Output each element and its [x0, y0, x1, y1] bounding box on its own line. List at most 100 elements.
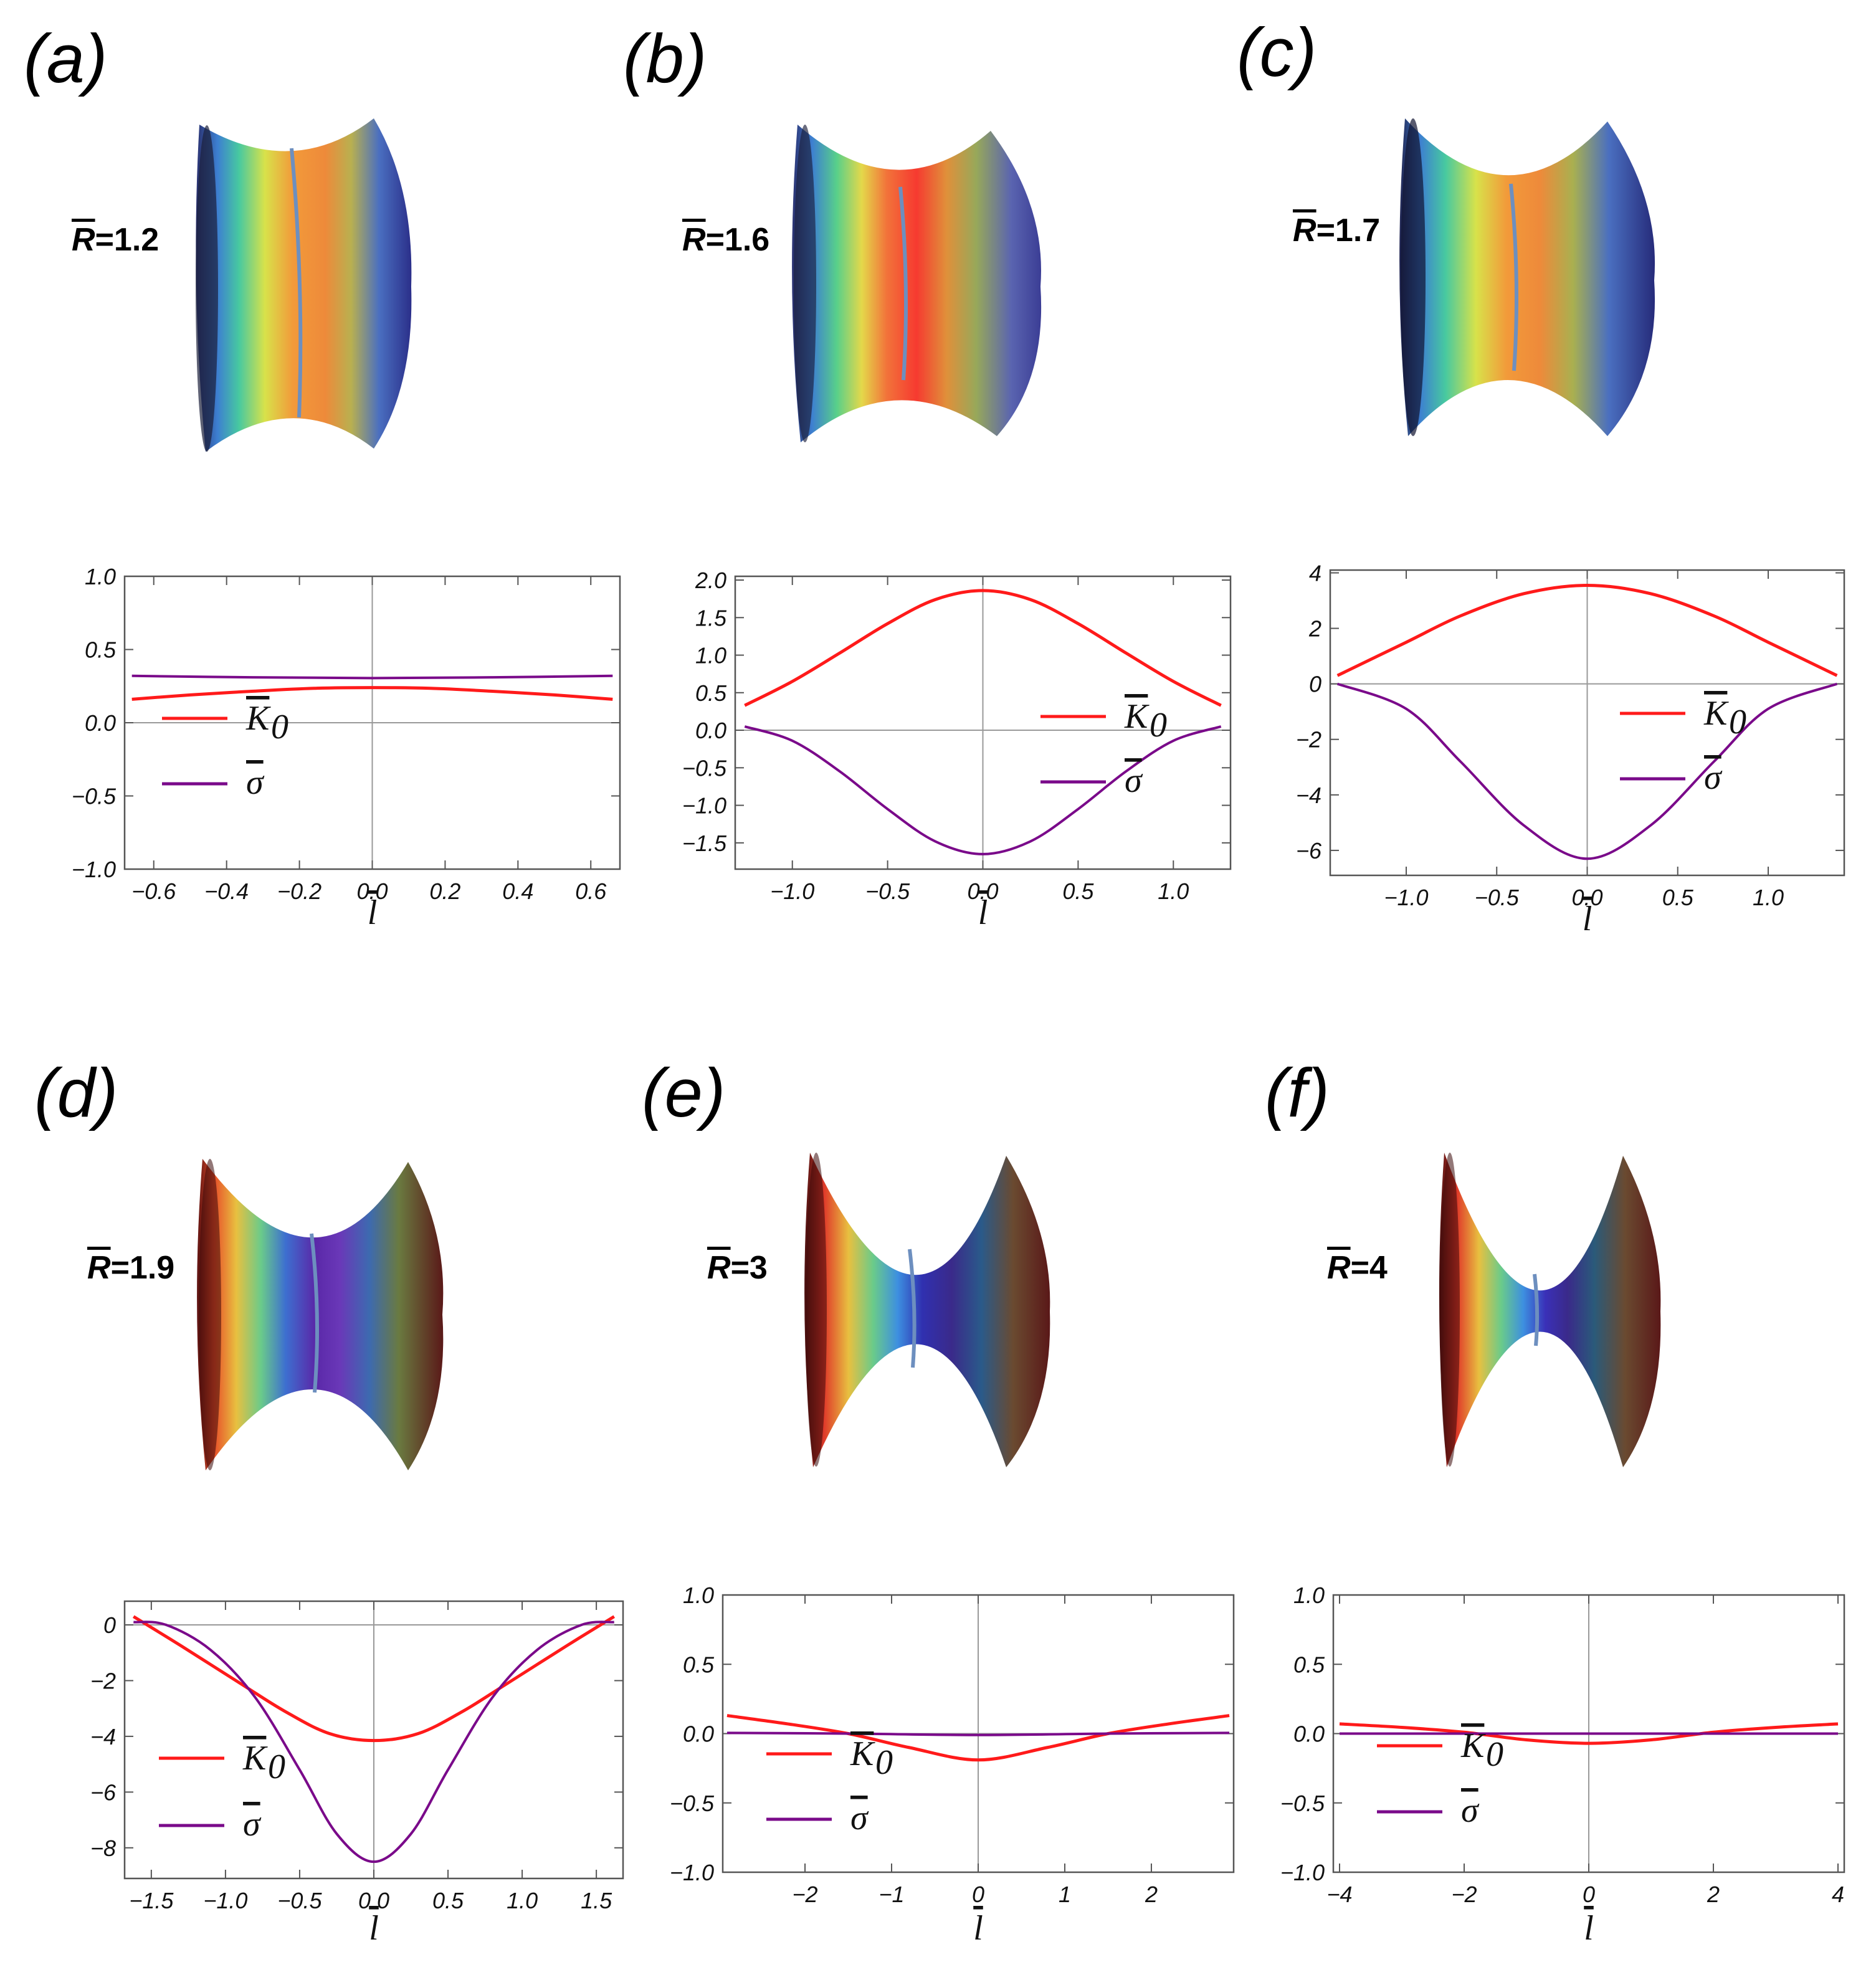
legend-label-sigma-a: σ: [246, 763, 265, 802]
legend-label-K0-e: K: [850, 1735, 875, 1773]
r-label-b: R=1.6: [682, 222, 770, 258]
panel-label-a: (a): [24, 21, 108, 97]
y-tick-label-c: −4: [1296, 783, 1321, 808]
x-tick-label-b: −1.0: [770, 878, 814, 904]
x-tick-label-a: 0.2: [429, 878, 460, 904]
panel-label-b: (b): [623, 21, 707, 97]
y-tick-label-c: −6: [1296, 838, 1322, 864]
surface-b: [792, 125, 1042, 442]
surface-a: [196, 118, 412, 452]
x-tick-label-d: −1.0: [203, 1888, 247, 1913]
x-tick-label-b: −0.5: [865, 878, 910, 904]
x-tick-label-d: 0.5: [432, 1888, 464, 1913]
legend-sub-K0-f: 0: [1486, 1735, 1503, 1774]
y-tick-label-b: 1.5: [695, 605, 727, 631]
legend-sub-K0-c: 0: [1729, 703, 1746, 741]
y-tick-label-b: 1.0: [695, 643, 726, 669]
y-tick-label-e: −0.5: [670, 1791, 715, 1816]
y-tick-label-f: 0.0: [1293, 1721, 1325, 1747]
y-tick-label-e: 0.0: [683, 1721, 714, 1747]
x-tick-label-a: −0.2: [277, 878, 321, 904]
y-tick-label-e: −1.0: [670, 1860, 714, 1885]
x-tick-label-c: −0.5: [1475, 885, 1520, 910]
r-label-a: R=1.2: [72, 222, 160, 258]
surface-f: [1439, 1153, 1661, 1467]
panel-label-e: (e): [642, 1055, 726, 1131]
chart-a: −0.6 −0.4 −0.2 0.0 0.2 0.4 0.6 1.0 0.5 0.0 −0.5 −1.…: [72, 564, 621, 932]
y-tick-label-d: 0: [103, 1612, 116, 1638]
x-tick-label-a: −0.4: [204, 878, 249, 904]
legend-sub-K0-d: 0: [268, 1748, 285, 1786]
x-tick-label-e: 0: [972, 1882, 984, 1907]
series-K0-c: [1336, 583, 1838, 677]
y-tick-label-e: 0.5: [683, 1652, 715, 1677]
y-tick-label-a: −0.5: [72, 784, 117, 809]
x-tick-label-c: 0.5: [1662, 885, 1694, 910]
y-tick-label-d: −8: [90, 1835, 116, 1861]
legend-label-K0-b: K: [1124, 697, 1150, 736]
legend-sub-K0-b: 0: [1150, 706, 1167, 745]
y-tick-label-c: 4: [1309, 560, 1321, 586]
r-label-d: R=1.9: [87, 1250, 175, 1286]
legend-label-sigma-c: σ: [1704, 758, 1723, 797]
series-sigma-d: [133, 1621, 614, 1864]
y-tick-label-a: 1.0: [85, 564, 116, 589]
y-tick-label-b: −0.5: [682, 755, 727, 781]
r-label-c: R=1.7: [1293, 212, 1381, 249]
y-tick-label-d: −6: [90, 1779, 117, 1805]
x-axis-label-c: l: [1583, 900, 1593, 938]
series-sigma-b: [744, 725, 1222, 855]
x-tick-label-e: 2: [1145, 1882, 1158, 1907]
x-tick-label-f: −4: [1326, 1882, 1352, 1907]
y-tick-label-d: −4: [90, 1724, 116, 1749]
x-tick-label-c: 1.0: [1753, 885, 1784, 910]
y-tick-label-f: 1.0: [1293, 1583, 1325, 1608]
surface-e: [804, 1153, 1050, 1467]
y-tick-label-d: −2: [90, 1668, 116, 1693]
series-sigma-c: [1336, 682, 1838, 860]
legend-label-sigma-e: σ: [850, 1799, 869, 1837]
series-K0-e: [726, 1714, 1230, 1762]
y-tick-label-a: 0.5: [85, 637, 117, 663]
series-sigma-a: [131, 674, 613, 680]
panel-label-d: (d): [34, 1055, 118, 1131]
y-tick-label-c: 0: [1309, 672, 1321, 697]
y-tick-label-f: −0.5: [1280, 1791, 1325, 1816]
y-tick-label-b: −1.0: [682, 793, 726, 819]
x-tick-label-b: 0.0: [967, 878, 998, 904]
legend-sub-K0-e: 0: [875, 1743, 893, 1782]
r-label-e: R=3: [707, 1250, 768, 1286]
x-tick-label-e: −2: [793, 1882, 818, 1907]
legend-label-sigma-f: σ: [1461, 1791, 1480, 1830]
r-label-f: R=4: [1327, 1250, 1388, 1286]
x-axis-label-f: l: [1584, 1909, 1594, 1948]
x-tick-label-f: −2: [1451, 1882, 1477, 1907]
series-sigma-e: [726, 1731, 1230, 1736]
y-tick-label-c: 2: [1308, 616, 1321, 642]
surface-c: [1399, 118, 1655, 436]
series-K0-b: [744, 589, 1222, 707]
panel-label-f: (f): [1265, 1055, 1330, 1131]
y-tick-label-b: −1.5: [682, 831, 727, 856]
x-tick-label-c: −1.0: [1384, 885, 1428, 910]
chart-b: −1.0 −0.5 0.0 0.5 1.0 2.0 1.5 1.0 0.5 0.0 −0.5 −1.0…: [682, 568, 1232, 932]
y-tick-label-f: −1.0: [1280, 1860, 1325, 1885]
x-tick-label-b: 1.0: [1158, 878, 1189, 904]
x-tick-label-a: 0.4: [502, 878, 533, 904]
x-tick-label-f: 2: [1707, 1882, 1720, 1907]
legend-label-sigma-b: σ: [1125, 761, 1143, 800]
x-tick-label-b: 0.5: [1062, 878, 1094, 904]
x-tick-label-d: −1.5: [129, 1888, 174, 1913]
x-tick-label-f: 0: [1583, 1882, 1595, 1907]
legend-label-K0-a: K: [245, 699, 271, 738]
panel-label-c: (c): [1237, 14, 1317, 91]
chart-e: −2 −1 0 1 21.00.50.0−0.5−1.0K 0σl: [670, 1583, 1235, 1948]
y-tick-label-a: −1.0: [72, 857, 116, 882]
x-axis-label-a: l: [368, 893, 378, 932]
legend-label-K0-d: K: [242, 1739, 268, 1778]
y-tick-label-e: 1.0: [683, 1583, 714, 1608]
series-K0-d: [132, 1615, 616, 1743]
surface-d: [197, 1159, 444, 1470]
chart-f: −4 −2 0 2 41.00.50.0−0.5−1.0K 0σl: [1280, 1583, 1845, 1948]
